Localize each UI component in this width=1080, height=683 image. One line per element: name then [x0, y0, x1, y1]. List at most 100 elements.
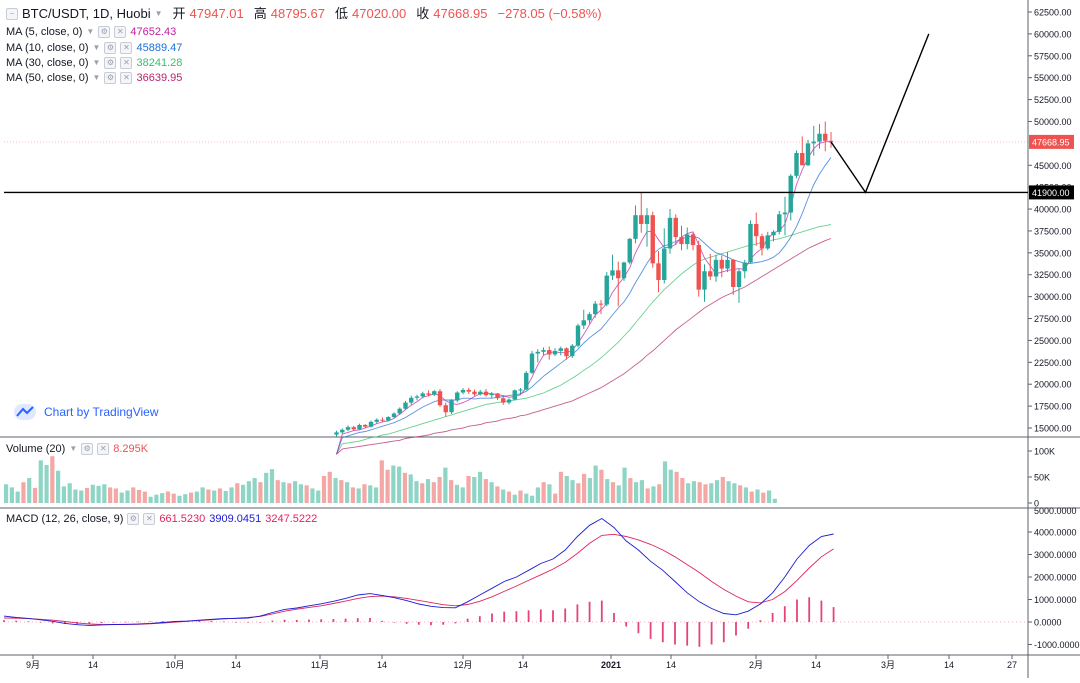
close-icon[interactable]: ✕ — [114, 26, 127, 38]
candle-body — [644, 215, 650, 224]
volume-bar — [310, 488, 315, 503]
chevron-down-icon[interactable]: ▼ — [92, 43, 101, 52]
macd-hist-bar — [247, 622, 249, 623]
close-icon[interactable]: ✕ — [120, 57, 133, 69]
settings-icon[interactable]: ⚙ — [104, 57, 117, 69]
macd-hist-bar — [88, 622, 91, 624]
volume-bar — [61, 486, 66, 503]
ma30-value: 38241.28 — [136, 57, 183, 69]
volume-bar — [576, 483, 581, 503]
change-value: −278.05 (−0.58%) — [497, 6, 602, 21]
ma5-legend[interactable]: MA (5, close, 0) ▼ ⚙ ✕ 47652.43 — [6, 25, 176, 39]
candle-body — [673, 217, 678, 238]
volume-bar — [148, 496, 153, 503]
candle — [363, 424, 368, 428]
volume-bar — [212, 490, 217, 503]
price-tick-label: 32500.00 — [1034, 270, 1072, 280]
close-icon[interactable]: ✕ — [97, 443, 110, 455]
candle-body — [759, 236, 765, 249]
volume-legend[interactable]: Volume (20) ▼ ⚙ ✕ 8.295K — [6, 442, 148, 456]
settings-icon[interactable]: ⚙ — [81, 443, 94, 455]
volume-bar — [535, 487, 540, 503]
candle — [466, 387, 471, 394]
settings-icon[interactable]: ⚙ — [104, 42, 117, 54]
volume-bar — [229, 487, 234, 503]
volume-bar — [512, 494, 517, 503]
volume-bar — [165, 491, 171, 503]
candle — [581, 309, 586, 330]
macd-hist-bar — [271, 620, 274, 622]
close-icon[interactable]: ✕ — [120, 42, 133, 54]
volume-bar — [547, 484, 552, 503]
macd-hist-bar — [369, 617, 371, 622]
tradingview-watermark[interactable]: Chart by TradingView — [14, 404, 159, 420]
candle — [667, 209, 673, 254]
chevron-down-icon[interactable]: ▼ — [69, 444, 78, 453]
macd-tick-label: 2000.0000 — [1034, 573, 1077, 583]
macd-hist-bar — [259, 622, 262, 623]
volume-bar — [385, 469, 390, 503]
macd-hist-bar — [149, 621, 152, 622]
close-icon[interactable]: ✕ — [120, 72, 133, 84]
volume-bar — [142, 491, 147, 503]
price-tick-label: 50000.00 — [1034, 117, 1072, 127]
volume-bar — [44, 465, 49, 503]
ma50-value: 36639.95 — [136, 72, 183, 84]
volume-bar — [9, 487, 14, 503]
candle — [593, 301, 598, 318]
collapse-icon[interactable]: − — [6, 8, 18, 20]
candle-body — [616, 270, 621, 279]
close-icon[interactable]: ✕ — [143, 513, 156, 525]
volume-bar — [293, 481, 298, 503]
macd-hist-bar — [466, 618, 469, 622]
time-tick-label: 14 — [88, 660, 98, 670]
candle-body — [512, 390, 517, 400]
chevron-down-icon[interactable]: ▼ — [86, 27, 95, 36]
chevron-down-icon[interactable]: ▼ — [92, 58, 101, 67]
volume-bar — [738, 485, 743, 503]
settings-icon[interactable]: ⚙ — [127, 513, 140, 525]
volume-bar — [657, 484, 662, 503]
volume-bar — [726, 481, 731, 503]
candle-body — [483, 391, 489, 396]
candle — [368, 420, 374, 428]
volume-bar — [356, 488, 361, 503]
candle-body — [558, 348, 563, 351]
macd-hist-bar — [39, 622, 42, 623]
volume-bar — [558, 471, 564, 503]
macd-tick-label: 0.0000 — [1034, 618, 1062, 628]
candle-body — [713, 259, 719, 277]
volume-bar — [454, 484, 460, 503]
volume-bar — [639, 480, 644, 503]
volume-bar — [420, 483, 425, 503]
macd-legend[interactable]: MACD (12, 26, close, 9) ⚙ ✕ 661.5230 390… — [6, 512, 317, 526]
candle-body — [690, 234, 696, 245]
candle-body — [403, 402, 408, 409]
candle — [386, 416, 391, 421]
volume-bar — [316, 490, 321, 503]
macd-label: MACD (12, 26, close, 9) — [6, 513, 124, 525]
chevron-down-icon[interactable]: ▼ — [92, 73, 101, 82]
macd-hist-bar — [3, 620, 5, 622]
candle-body — [685, 234, 690, 245]
chevron-down-icon[interactable]: ▼ — [154, 9, 163, 18]
volume-bar — [269, 469, 275, 503]
volume-bar — [529, 495, 535, 503]
settings-icon[interactable]: ⚙ — [98, 26, 111, 38]
ma50-legend[interactable]: MA (50, close, 0) ▼ ⚙ ✕ 36639.95 — [6, 71, 182, 85]
ma30-legend[interactable]: MA (30, close, 0) ▼ ⚙ ✕ 38241.28 — [6, 56, 182, 70]
candle — [478, 389, 483, 396]
candle — [460, 388, 466, 395]
macd-hist-bar — [552, 610, 554, 622]
volume-bar — [483, 479, 488, 503]
ma10-legend[interactable]: MA (10, close, 0) ▼ ⚙ ✕ 45889.47 — [6, 41, 182, 55]
symbol-title[interactable]: BTC/USDT, 1D, Huobi — [22, 6, 151, 21]
candle — [708, 253, 713, 280]
settings-icon[interactable]: ⚙ — [104, 72, 117, 84]
candle — [512, 389, 517, 401]
ma5-value: 47652.43 — [130, 26, 177, 38]
candle-body — [788, 175, 793, 213]
candle — [794, 150, 799, 179]
volume-bar — [431, 482, 436, 503]
